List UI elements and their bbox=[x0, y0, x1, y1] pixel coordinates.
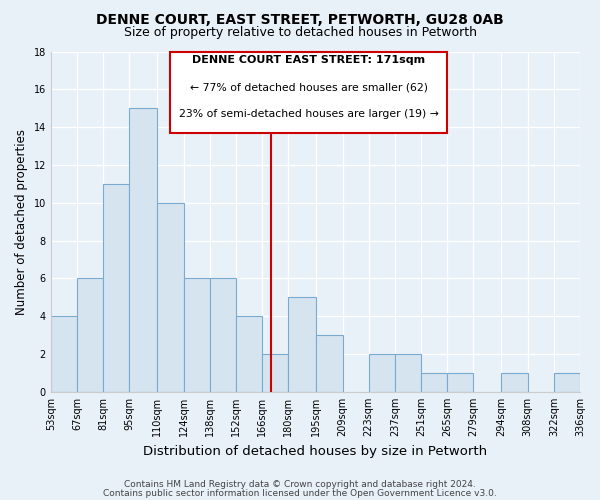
Bar bbox=[77, 278, 103, 392]
Bar bbox=[288, 298, 316, 392]
Text: Contains HM Land Registry data © Crown copyright and database right 2024.: Contains HM Land Registry data © Crown c… bbox=[124, 480, 476, 489]
Bar bbox=[51, 316, 77, 392]
Text: 23% of semi-detached houses are larger (19) →: 23% of semi-detached houses are larger (… bbox=[179, 110, 439, 120]
Bar bbox=[157, 203, 184, 392]
Bar bbox=[316, 335, 343, 392]
Bar bbox=[421, 373, 447, 392]
Bar bbox=[236, 316, 262, 392]
Bar bbox=[210, 278, 236, 392]
Bar bbox=[395, 354, 421, 392]
Bar bbox=[368, 354, 395, 392]
Text: DENNE COURT, EAST STREET, PETWORTH, GU28 0AB: DENNE COURT, EAST STREET, PETWORTH, GU28… bbox=[96, 12, 504, 26]
Bar bbox=[447, 373, 473, 392]
Text: Size of property relative to detached houses in Petworth: Size of property relative to detached ho… bbox=[124, 26, 476, 39]
Text: ← 77% of detached houses are smaller (62): ← 77% of detached houses are smaller (62… bbox=[190, 82, 428, 92]
Bar bbox=[184, 278, 210, 392]
X-axis label: Distribution of detached houses by size in Petworth: Distribution of detached houses by size … bbox=[143, 444, 487, 458]
Bar bbox=[130, 108, 157, 392]
Bar bbox=[262, 354, 288, 392]
Bar bbox=[502, 373, 527, 392]
FancyBboxPatch shape bbox=[170, 52, 447, 133]
Bar bbox=[103, 184, 130, 392]
Y-axis label: Number of detached properties: Number of detached properties bbox=[15, 128, 28, 314]
Bar bbox=[554, 373, 580, 392]
Text: DENNE COURT EAST STREET: 171sqm: DENNE COURT EAST STREET: 171sqm bbox=[192, 55, 425, 65]
Text: Contains public sector information licensed under the Open Government Licence v3: Contains public sector information licen… bbox=[103, 488, 497, 498]
